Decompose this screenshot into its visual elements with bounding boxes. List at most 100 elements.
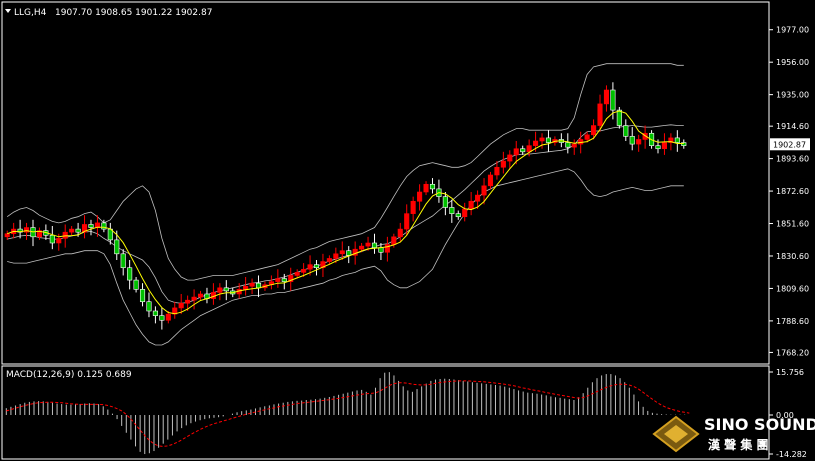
candle-body: [429, 183, 436, 190]
candle-body: [591, 125, 597, 136]
price-tick-label: 1956.00: [776, 58, 809, 67]
candle-body: [359, 245, 365, 250]
logo-inner-diamond-icon: [664, 425, 688, 443]
current-price-label: 1902.87: [773, 140, 806, 149]
candle-body: [423, 183, 429, 193]
candle-body: [346, 250, 352, 256]
candle-body: [655, 145, 661, 150]
macd-tick-label: -14.282: [776, 450, 807, 459]
candlesticks: [4, 82, 687, 330]
candle-body: [520, 148, 526, 153]
candle-body: [333, 253, 339, 259]
candle-body: [120, 253, 126, 269]
dropdown-triangle-icon[interactable]: [5, 9, 11, 13]
candle-body: [384, 244, 390, 253]
candle-body: [578, 139, 584, 145]
candle-body: [629, 136, 635, 145]
candle-body: [159, 315, 165, 321]
candle-body: [197, 293, 204, 298]
candle-body: [139, 289, 146, 303]
candle-body: [623, 125, 629, 137]
candle-body: [397, 228, 403, 238]
candle-body: [597, 103, 603, 126]
moving-average: [7, 110, 684, 315]
candle-body: [49, 234, 55, 244]
candle-body: [56, 238, 62, 244]
ohlc-label: 1907.70 1908.65 1901.22 1902.87: [55, 8, 212, 18]
candle-body: [36, 230, 42, 238]
current-price-marker: 1902.87: [770, 138, 810, 151]
current-price-box: [770, 138, 810, 151]
candle-body: [326, 258, 332, 262]
candle-body: [442, 196, 448, 208]
candle-body: [378, 247, 384, 253]
candle-body: [301, 268, 307, 273]
candle-body: [127, 267, 133, 281]
candle-body: [487, 174, 494, 187]
macd-histogram: [5, 372, 686, 455]
band-middle: [7, 124, 684, 304]
candle-body: [571, 143, 577, 148]
price-tick-label: 1809.60: [776, 284, 809, 293]
macd-tick-label: 0.00: [776, 411, 794, 420]
price-tick-label: 1768.20: [776, 348, 809, 357]
candle-body: [223, 287, 229, 292]
price-tick-label: 1788.60: [776, 317, 809, 326]
macd-axis: 15.756 0.00 -14.282: [769, 368, 807, 459]
candle-body: [500, 160, 506, 168]
candle-body: [417, 191, 423, 202]
candle-body: [255, 282, 262, 289]
candle-body: [481, 185, 487, 196]
candle-body: [114, 239, 120, 255]
candle-body: [462, 208, 468, 218]
candle-body: [545, 137, 552, 143]
candle-body: [294, 272, 300, 276]
band-lower: [7, 168, 684, 346]
candle-body: [191, 296, 197, 301]
candle-body: [513, 148, 519, 156]
candle-body: [468, 200, 474, 210]
sino-sound-logo: SINO SOUND 漢 聲 集 團: [652, 415, 815, 453]
candle-body: [642, 132, 648, 140]
fast-ma-line: [7, 110, 684, 315]
price-tick-label: 1914.60: [776, 122, 809, 131]
candle-body: [88, 224, 94, 228]
candle-body: [475, 194, 481, 202]
candle-body: [133, 279, 139, 290]
candle-body: [101, 222, 107, 230]
macd-tick-label: 15.756: [776, 368, 804, 377]
candle-body: [288, 275, 294, 282]
candle-body: [69, 228, 75, 233]
price-tick-label: 1893.60: [776, 155, 809, 164]
candle-body: [494, 166, 500, 176]
candle-body: [681, 142, 687, 146]
candle-body: [178, 302, 184, 309]
candle-body: [339, 250, 345, 255]
price-axis: 1977.00 1956.00 1935.00 1914.60 1893.60 1872.…: [769, 26, 809, 357]
price-tick-label: 1872.60: [776, 187, 809, 196]
candle-body: [243, 285, 249, 290]
logo-brand: SINO SOUND: [704, 415, 815, 434]
candle-body: [62, 231, 68, 239]
candle-body: [152, 310, 158, 316]
price-tick-label: 1851.60: [776, 220, 809, 229]
candle-body: [4, 233, 10, 238]
candle-body: [165, 313, 171, 321]
candle-body: [449, 207, 455, 214]
candle-body: [610, 89, 616, 111]
macd-label: MACD(12,26,9) 0.125 0.689: [6, 370, 132, 380]
bollinger-bands: [6, 63, 684, 346]
candle-body: [410, 200, 416, 214]
macd-signal: [6, 380, 690, 447]
candle-body: [668, 137, 674, 143]
candle-body: [81, 224, 88, 233]
candle-body: [603, 89, 610, 105]
macd-signal-line: [6, 380, 690, 447]
candle-body: [320, 261, 326, 269]
candle-body: [404, 213, 410, 230]
candle-body: [275, 278, 281, 282]
candle-body: [616, 109, 622, 126]
candle-body: [539, 137, 545, 142]
